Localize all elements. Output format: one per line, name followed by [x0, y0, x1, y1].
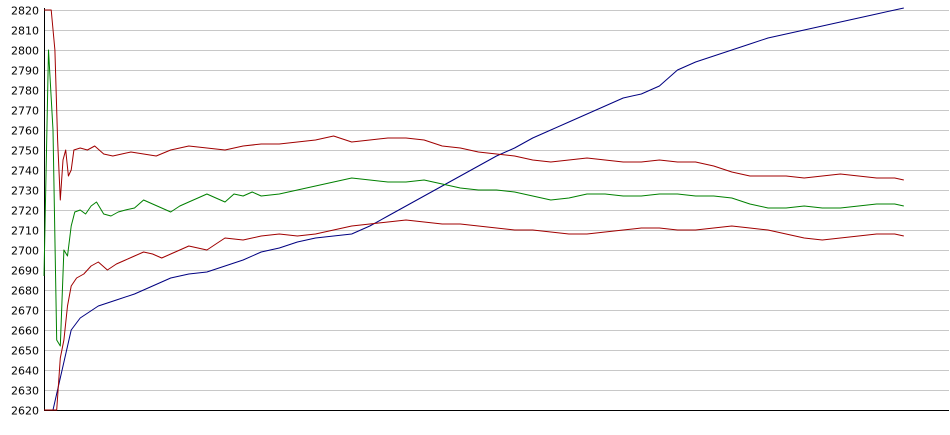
series-line-4	[44, 219, 904, 411]
y-tick-label: 2730	[11, 185, 39, 198]
y-tick-label: 2800	[11, 45, 39, 58]
y-tick-label: 2760	[11, 125, 39, 138]
y-tick-label: 2690	[11, 265, 39, 278]
y-tick-label: 2780	[11, 85, 39, 98]
y-tick-label: 2630	[11, 385, 39, 398]
y-tick-label: 2670	[11, 305, 39, 318]
y-tick-label: 2750	[11, 145, 39, 158]
y-tick-label: 2640	[11, 365, 39, 378]
y-tick-label: 2620	[11, 405, 39, 418]
series-line-1	[44, 7, 904, 411]
axes	[44, 8, 949, 411]
y-tick-label: 2650	[11, 345, 39, 358]
y-tick-label: 2810	[11, 25, 39, 38]
y-tick-label: 2680	[11, 285, 39, 298]
y-tick-label: 2790	[11, 65, 39, 78]
y-tick-label: 2820	[11, 5, 39, 18]
y-tick-label: 2660	[11, 325, 39, 338]
y-tick-label: 2770	[11, 105, 39, 118]
y-axis-tick-labels: 2620 2630 2640 2650 2660 2670 2680 2690 2700 2710…	[11, 5, 39, 418]
series-line-2	[43, 49, 904, 347]
y-tick-label: 2710	[11, 225, 39, 238]
y-tick-label: 2740	[11, 165, 39, 178]
gridlines	[44, 10, 949, 411]
y-tick-label: 2700	[11, 245, 39, 258]
series-lines	[43, 7, 904, 411]
series-line-3	[44, 9, 904, 201]
y-tick-label: 2720	[11, 205, 39, 218]
